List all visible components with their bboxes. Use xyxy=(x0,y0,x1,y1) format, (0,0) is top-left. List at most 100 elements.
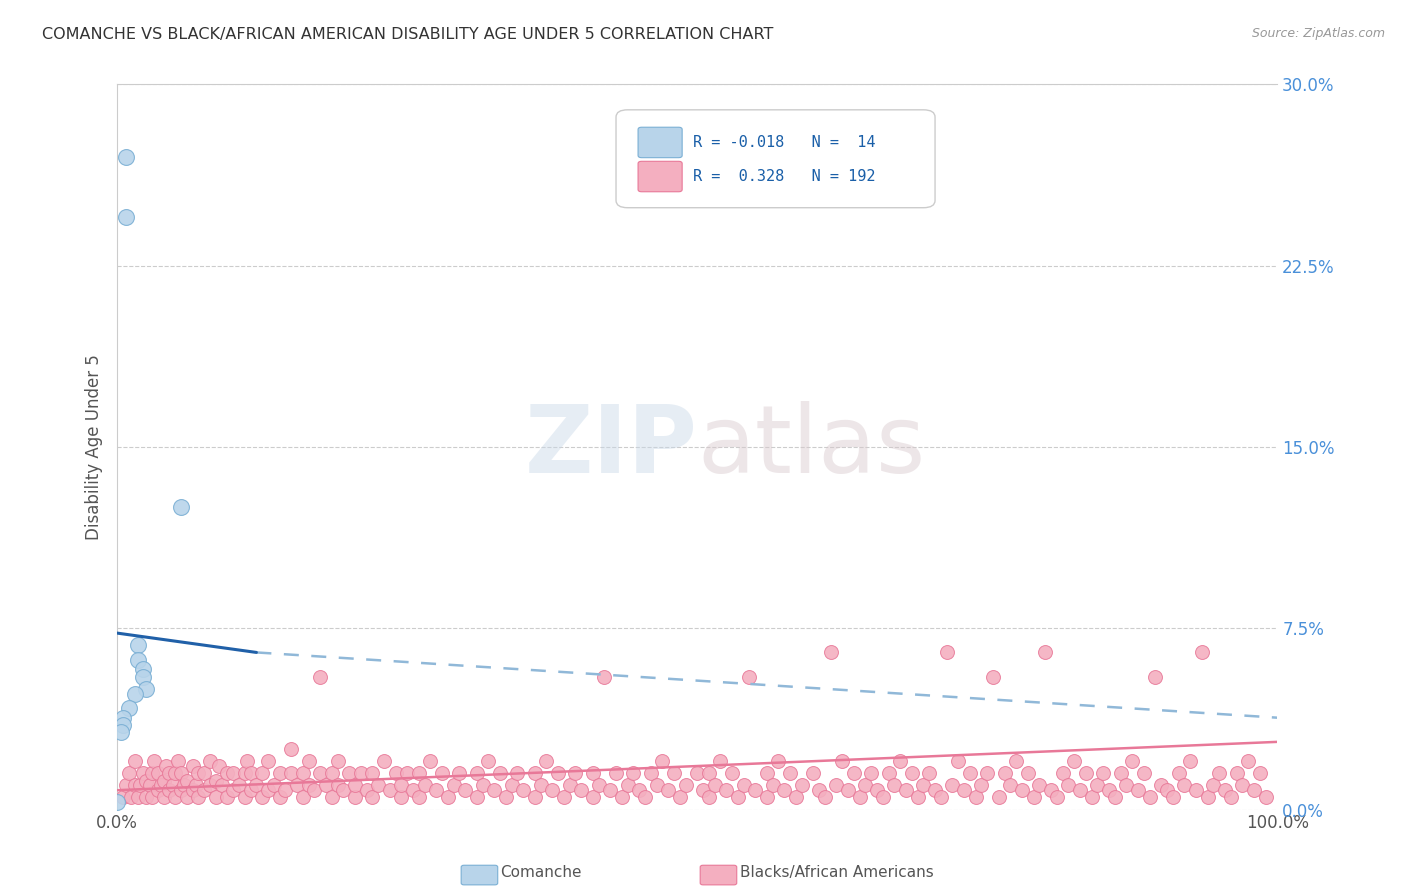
Point xyxy=(785,790,807,805)
Point xyxy=(176,790,198,805)
Point xyxy=(437,790,460,805)
Point xyxy=(115,150,138,164)
Point xyxy=(269,766,291,780)
Point xyxy=(1226,766,1249,780)
Point xyxy=(912,778,935,792)
Point xyxy=(1237,754,1260,768)
Point xyxy=(361,790,384,805)
Point xyxy=(132,670,155,684)
Point xyxy=(228,778,250,792)
Point xyxy=(634,790,657,805)
Point xyxy=(610,790,633,805)
Point xyxy=(692,783,714,797)
Point xyxy=(901,766,924,780)
Point xyxy=(866,783,889,797)
Point xyxy=(959,766,981,780)
Point xyxy=(1161,790,1184,805)
Point xyxy=(165,790,187,805)
Point xyxy=(321,790,343,805)
Point xyxy=(233,790,256,805)
Point xyxy=(709,754,731,768)
Point xyxy=(547,766,569,780)
Point xyxy=(484,783,506,797)
Point xyxy=(697,790,720,805)
Point xyxy=(110,725,132,739)
Point xyxy=(860,766,883,780)
Point xyxy=(111,790,134,805)
Point xyxy=(814,790,837,805)
Text: COMANCHE VS BLACK/AFRICAN AMERICAN DISABILITY AGE UNDER 5 CORRELATION CHART: COMANCHE VS BLACK/AFRICAN AMERICAN DISAB… xyxy=(42,27,773,42)
Point xyxy=(257,783,280,797)
Point xyxy=(773,783,796,797)
Point xyxy=(141,790,163,805)
Point xyxy=(935,645,957,659)
Point xyxy=(166,754,188,768)
Point xyxy=(274,783,297,797)
Point xyxy=(738,670,761,684)
Point xyxy=(872,790,894,805)
Point xyxy=(332,783,354,797)
Point xyxy=(176,773,198,788)
Point xyxy=(1167,766,1189,780)
Point xyxy=(239,766,262,780)
Point xyxy=(628,783,651,797)
Point xyxy=(170,500,193,515)
Point xyxy=(204,773,226,788)
Point xyxy=(1232,778,1254,792)
Point xyxy=(981,670,1004,684)
Point xyxy=(187,790,209,805)
Point xyxy=(1139,790,1161,805)
Point xyxy=(143,754,166,768)
Point xyxy=(1180,754,1202,768)
Point xyxy=(291,766,314,780)
Point xyxy=(1133,766,1156,780)
Point xyxy=(152,790,174,805)
Point xyxy=(361,766,384,780)
Point xyxy=(588,778,610,792)
Point xyxy=(948,754,970,768)
FancyBboxPatch shape xyxy=(638,161,682,192)
Point xyxy=(477,754,499,768)
Point xyxy=(558,778,581,792)
Point xyxy=(801,766,824,780)
Point xyxy=(1074,766,1097,780)
Point xyxy=(297,754,319,768)
Point xyxy=(297,778,319,792)
Point xyxy=(129,778,152,792)
Point xyxy=(280,766,302,780)
Point xyxy=(402,783,425,797)
Point xyxy=(605,766,627,780)
Text: Comanche: Comanche xyxy=(501,865,582,880)
Point xyxy=(1191,645,1213,659)
Point xyxy=(373,754,395,768)
Point xyxy=(127,653,149,667)
Y-axis label: Disability Age Under 5: Disability Age Under 5 xyxy=(86,354,103,540)
Point xyxy=(657,783,679,797)
Point xyxy=(250,790,273,805)
Point xyxy=(1156,783,1178,797)
Point xyxy=(820,645,842,659)
Point xyxy=(616,778,638,792)
Point xyxy=(115,778,138,792)
Point xyxy=(367,778,389,792)
Point xyxy=(198,754,221,768)
Point xyxy=(208,759,231,773)
Point xyxy=(1254,790,1277,805)
Point xyxy=(111,718,134,732)
Point xyxy=(640,766,662,780)
Point xyxy=(269,790,291,805)
Point xyxy=(1000,778,1022,792)
Point xyxy=(155,759,177,773)
Point xyxy=(146,766,169,780)
Point xyxy=(837,783,859,797)
Point xyxy=(755,790,778,805)
Point xyxy=(1249,766,1271,780)
Point xyxy=(582,790,605,805)
Point xyxy=(1115,778,1137,792)
Point xyxy=(536,754,558,768)
Point xyxy=(127,638,149,652)
Point xyxy=(1144,670,1167,684)
Point xyxy=(889,754,911,768)
Point xyxy=(1017,766,1039,780)
Point xyxy=(236,754,259,768)
